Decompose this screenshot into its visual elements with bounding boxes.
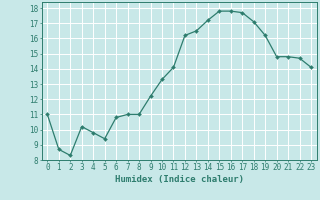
X-axis label: Humidex (Indice chaleur): Humidex (Indice chaleur) [115, 175, 244, 184]
